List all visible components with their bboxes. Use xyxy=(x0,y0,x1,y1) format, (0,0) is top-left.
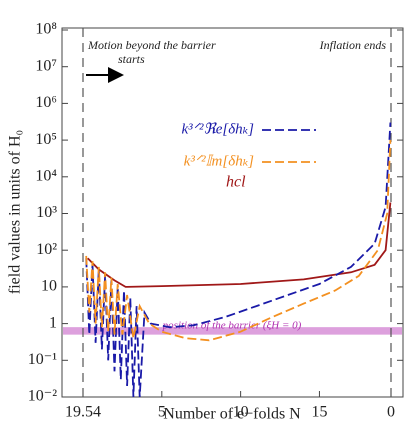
line-series xyxy=(85,122,392,398)
y-tick-label: 10⁶ xyxy=(35,94,57,111)
y-tick-label: 10⁴ xyxy=(35,167,57,184)
x-tick-label: 0 xyxy=(387,404,395,421)
barrier-band xyxy=(63,327,402,335)
y-tick-label: 10³ xyxy=(36,204,57,221)
y-tick-label: 10 xyxy=(41,278,57,295)
x-axis-label: Number of e−folds N xyxy=(163,406,301,423)
line-series xyxy=(85,140,392,342)
x-tick-label: 5 xyxy=(158,404,166,421)
legend-label: k³ᐟ²𝕀m[δhₖ] xyxy=(184,153,255,169)
y-tick-label: 10⁻¹ xyxy=(28,351,57,368)
plot-frame xyxy=(61,27,404,398)
y-tick-label: 10⁸ xyxy=(35,21,57,38)
y-tick-label: 1 xyxy=(49,314,57,331)
line-series xyxy=(87,202,392,288)
x-tick-label: 19.54 xyxy=(65,404,101,421)
annotation: starts xyxy=(118,52,145,66)
y-tick-label: 10⁻² xyxy=(28,388,57,405)
series-label: hcl xyxy=(226,174,246,191)
y-axis-label: field values in units of H₀ xyxy=(7,130,24,294)
x-tick-label: 15 xyxy=(311,404,327,421)
x-tick-label: 10 xyxy=(233,404,249,421)
annotation: Inflation ends xyxy=(319,38,387,52)
y-tick-label: 10² xyxy=(36,241,57,258)
annotation: position of the barrier (ξH = 0) xyxy=(162,320,302,332)
y-tick-label: 10⁵ xyxy=(35,131,57,148)
legend-label: k³ᐟ²ℜe[δhₖ] xyxy=(182,121,255,137)
annotation: Motion beyond the barrier xyxy=(87,38,216,52)
y-tick-label: 10⁷ xyxy=(35,57,57,74)
